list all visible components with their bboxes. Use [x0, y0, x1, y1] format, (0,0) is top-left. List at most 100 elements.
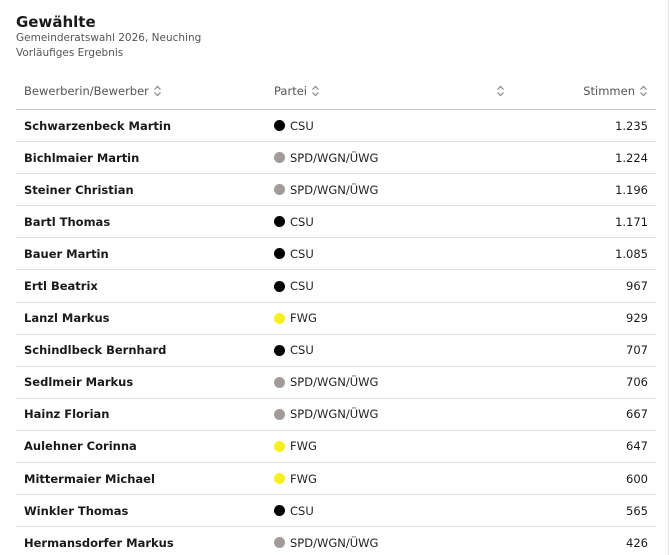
party-label: SPD/WGN/ÜWG [290, 150, 379, 165]
party-label: CSU [290, 279, 314, 294]
party-color-dot [274, 537, 285, 549]
party-label: CSU [290, 214, 314, 229]
column-header-name[interactable]: Bewerberin/Bewerber [16, 84, 274, 98]
column-header-votes-label: Stimmen [583, 84, 635, 98]
party-label: FWG [290, 471, 317, 486]
candidate-name: Mittermaier Michael [24, 471, 155, 486]
party-color-dot [274, 505, 285, 517]
candidate-votes: 1.196 [615, 182, 648, 197]
candidate-votes: 707 [626, 343, 648, 358]
candidate-party: SPD/WGN/ÜWG [274, 183, 496, 197]
candidate-votes: 1.224 [615, 150, 648, 165]
party-label: SPD/WGN/ÜWG [290, 407, 379, 422]
party-color-dot [274, 248, 285, 260]
candidate-party: CSU [274, 119, 496, 133]
candidate-name: Aulehner Corinna [24, 439, 137, 454]
candidate-party: CSU [274, 279, 496, 293]
party-color-dot [274, 408, 285, 420]
candidate-party: SPD/WGN/ÜWG [274, 151, 496, 165]
table-row: Winkler Thomas CSU 565 [16, 495, 656, 528]
table-row: Bartl Thomas CSU 1.171 [16, 206, 656, 239]
party-label: FWG [290, 311, 317, 326]
party-label: SPD/WGN/ÜWG [290, 182, 379, 197]
table-row: Ertl Beatrix CSU 967 [16, 270, 656, 303]
table-row: Hainz Florian SPD/WGN/ÜWG 667 [16, 399, 656, 431]
candidate-votes: 967 [626, 279, 648, 294]
column-header-party-label: Partei [274, 84, 307, 98]
candidate-name: Bartl Thomas [24, 214, 111, 229]
candidate-name: Hermansdorfer Markus [24, 535, 174, 550]
party-color-dot [274, 312, 285, 324]
candidate-name: Bauer Martin [24, 246, 109, 261]
column-header-votes[interactable]: Stimmen [516, 84, 656, 98]
candidate-name: Ertl Beatrix [24, 279, 98, 294]
party-color-dot [274, 376, 285, 388]
candidate-name: Steiner Christian [24, 182, 134, 197]
candidate-party: SPD/WGN/ÜWG [274, 375, 496, 389]
party-color-dot [274, 280, 285, 292]
sort-updown-icon[interactable] [639, 85, 648, 97]
widget-subtitle-status: Vorläufiges Ergebnis [16, 47, 124, 59]
candidate-name: Schindlbeck Bernhard [24, 343, 167, 358]
party-label: CSU [290, 118, 314, 133]
table-row: Steiner Christian SPD/WGN/ÜWG 1.196 [16, 174, 656, 207]
candidate-votes: 426 [626, 535, 648, 550]
candidate-votes: 929 [626, 311, 648, 326]
party-color-dot [274, 473, 285, 485]
widget-title: Gewählte [16, 13, 96, 31]
candidate-votes: 1.171 [615, 214, 648, 229]
column-header-party[interactable]: Partei [274, 84, 496, 98]
candidate-name: Schwarzenbeck Martin [24, 118, 172, 133]
column-header-name-label: Bewerberin/Bewerber [24, 84, 149, 98]
table-row: Hermansdorfer Markus SPD/WGN/ÜWG 426 [16, 527, 656, 555]
candidate-name: Sedlmeir Markus [24, 375, 134, 390]
candidate-party: SPD/WGN/ÜWG [274, 407, 496, 421]
candidate-votes: 647 [626, 439, 648, 454]
candidate-votes: 1.085 [615, 246, 648, 261]
candidate-name: Bichlmaier Martin [24, 150, 140, 165]
party-color-dot [274, 184, 285, 196]
party-label: FWG [290, 439, 317, 454]
candidate-party: CSU [274, 215, 496, 229]
table-row: Aulehner Corinna FWG 647 [16, 431, 656, 464]
candidate-votes: 667 [626, 407, 648, 422]
candidate-party: FWG [274, 472, 496, 486]
table-row: Bichlmaier Martin SPD/WGN/ÜWG 1.224 [16, 142, 656, 175]
party-color-dot [274, 120, 285, 132]
candidate-votes: 565 [626, 503, 648, 518]
sort-updown-icon[interactable] [153, 85, 162, 97]
party-color-dot [274, 344, 285, 356]
party-color-dot [274, 152, 285, 164]
candidate-party: CSU [274, 504, 496, 518]
party-color-dot [274, 216, 285, 228]
party-label: CSU [290, 503, 314, 518]
candidate-party: CSU [274, 247, 496, 261]
candidate-party: SPD/WGN/ÜWG [274, 536, 496, 550]
party-label: SPD/WGN/ÜWG [290, 535, 379, 550]
candidate-votes: 706 [626, 375, 648, 390]
candidate-party: FWG [274, 311, 496, 325]
table-row: Sedlmeir Markus SPD/WGN/ÜWG 706 [16, 367, 656, 399]
table-row: Lanzl Markus FWG 929 [16, 303, 656, 335]
party-color-dot [274, 440, 285, 452]
candidate-party: CSU [274, 343, 496, 357]
candidate-name: Lanzl Markus [24, 311, 110, 326]
table-row: Bauer Martin CSU 1.085 [16, 238, 656, 271]
candidate-name: Winkler Thomas [24, 503, 129, 518]
table-row: Schwarzenbeck Martin CSU 1.235 [16, 110, 656, 143]
column-header-unlabeled[interactable] [496, 85, 516, 97]
candidate-name: Hainz Florian [24, 407, 110, 422]
candidate-party: FWG [274, 439, 496, 453]
party-label: CSU [290, 246, 314, 261]
table-row: Schindlbeck Bernhard CSU 707 [16, 335, 656, 367]
candidate-votes: 1.235 [615, 118, 648, 133]
sort-updown-icon[interactable] [496, 85, 505, 97]
widget-subtitle-election: Gemeinderatswahl 2026, Neuching [16, 32, 202, 44]
sort-updown-icon[interactable] [311, 85, 320, 97]
results-table: Bewerberin/Bewerber Partei [16, 73, 656, 555]
table-body: Schwarzenbeck Martin CSU 1.235 Bichlmaier M… [16, 110, 656, 555]
party-label: SPD/WGN/ÜWG [290, 375, 379, 390]
table-row: Mittermaier Michael FWG 600 [16, 463, 656, 496]
party-label: CSU [290, 343, 314, 358]
